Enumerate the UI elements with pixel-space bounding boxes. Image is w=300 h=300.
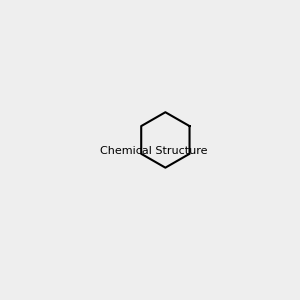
Text: Chemical Structure: Chemical Structure: [100, 146, 208, 157]
